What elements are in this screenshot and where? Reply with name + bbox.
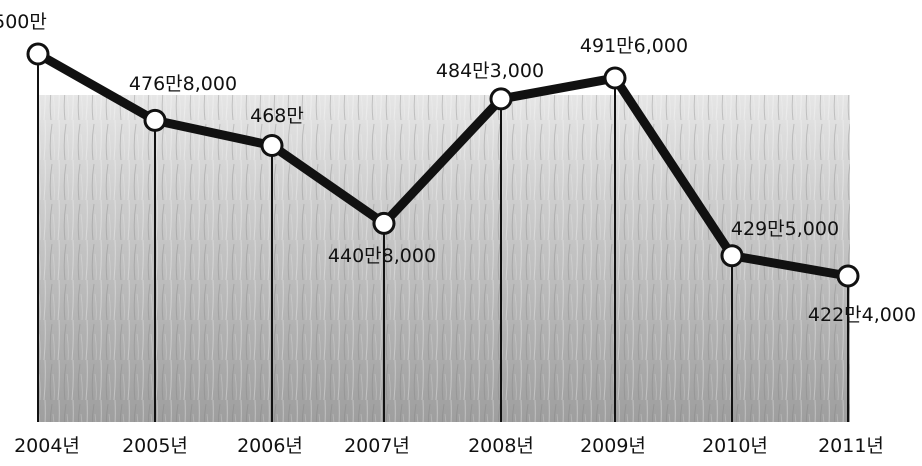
drop-lines — [37, 54, 849, 422]
series-line — [33, 49, 853, 281]
data-point-5 — [603, 66, 627, 90]
field-photo — [38, 95, 850, 422]
data-label-7: 422만4,000 — [808, 304, 916, 326]
field-grass — [38, 95, 850, 422]
data-point-0 — [26, 42, 50, 66]
x-axis-tick-labels: 2004년 2005년 2006년 2007년 2008년 2009년 2010년 2011년 — [14, 435, 884, 457]
data-label-1: 476만8,000 — [129, 73, 237, 95]
data-label-6: 429만5,000 — [731, 218, 839, 240]
field-background — [38, 95, 850, 422]
data-labels: 500만 476만8,000 468만 440만8,000 484만3,000 491만6… — [0, 11, 916, 326]
data-point-2 — [260, 134, 284, 158]
data-point-4 — [489, 87, 513, 111]
x-tick-label-3: 2007년 — [344, 435, 410, 457]
data-label-5: 491만6,000 — [580, 35, 688, 57]
data-label-4: 484만3,000 — [436, 60, 544, 82]
data-point-1 — [143, 108, 167, 132]
x-tick-label-4: 2008년 — [468, 435, 534, 457]
x-tick-label-6: 2010년 — [702, 435, 768, 457]
x-tick-label-0: 2004년 — [14, 435, 80, 457]
markers — [26, 42, 860, 288]
data-label-0: 500만 — [0, 11, 47, 33]
data-label-3: 440만8,000 — [328, 245, 436, 267]
x-tick-label-1: 2005년 — [122, 435, 188, 457]
data-label-2: 468만 — [250, 105, 304, 127]
x-tick-label-2: 2006년 — [237, 435, 303, 457]
series-line-group — [33, 49, 853, 281]
data-point-3 — [372, 211, 396, 235]
data-point-7 — [836, 264, 860, 288]
data-point-6 — [720, 244, 744, 268]
x-tick-label-5: 2009년 — [580, 435, 646, 457]
x-tick-label-7: 2011년 — [818, 435, 884, 457]
